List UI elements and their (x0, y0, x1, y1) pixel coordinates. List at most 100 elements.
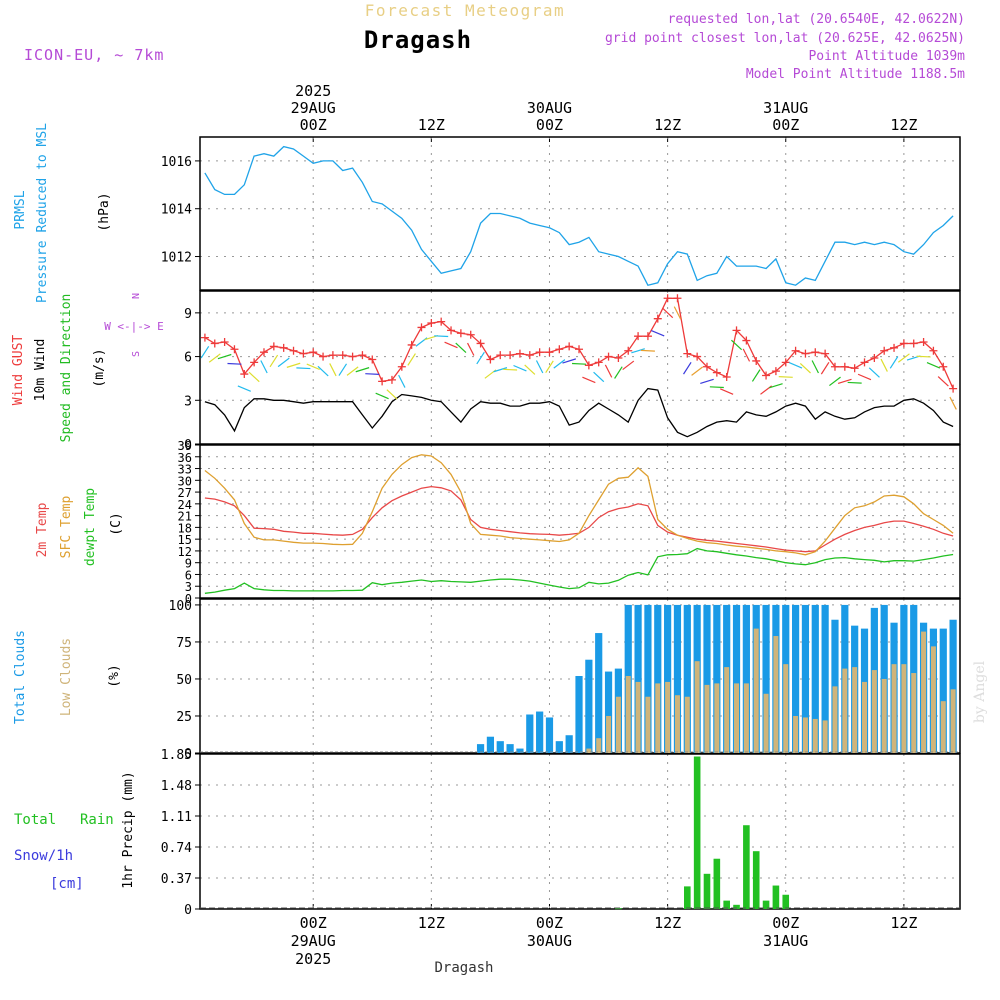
rain-bar (743, 825, 750, 909)
wind-arrow (916, 355, 931, 358)
wind-arrow (503, 368, 518, 371)
gust-marker (870, 354, 879, 363)
gust-marker (614, 354, 623, 363)
bottom-time-label: 30AUG (527, 932, 572, 950)
rain-bar (762, 900, 770, 909)
gust-marker (771, 367, 780, 376)
gust-marker (397, 362, 406, 371)
wind-arrow (286, 362, 301, 368)
low-cloud-bar (901, 664, 907, 753)
prmsl-desc-label: Pressure Reduced to MSL (35, 123, 50, 303)
gust-marker (466, 330, 475, 339)
clouds-ytick-label: 75 (176, 636, 192, 651)
gust-marker (762, 371, 771, 380)
wind-arrow (889, 356, 899, 369)
wind-ytick-label: 6 (184, 351, 192, 366)
low-cloud-bar (940, 701, 946, 753)
wind-arrow (434, 335, 449, 338)
low-cloud-bar (684, 696, 690, 753)
low-cloud-bar (862, 681, 868, 753)
low-cloud-bar (842, 668, 848, 753)
wind-arrow (375, 392, 389, 400)
wind-arrow (407, 353, 416, 366)
total-cloud-bar (821, 604, 829, 753)
2m-temp-line (204, 485, 954, 553)
dewpt-label: dewpt Temp (83, 488, 98, 566)
total-cloud-bar (476, 744, 485, 753)
total-cloud-bar (634, 604, 642, 753)
temperature-ytick-label: 3 (185, 580, 192, 594)
speed-dir-label: Speed and Direction (59, 294, 74, 443)
temperature-ytick-label: 21 (178, 510, 192, 524)
gust-marker (506, 351, 515, 360)
gust-marker (929, 346, 938, 355)
temperature-ytick-label: 30 (178, 474, 192, 488)
gust-marker (634, 332, 643, 341)
wind-arrow (277, 357, 290, 368)
bottom-time-label: 29AUG (291, 932, 336, 950)
gust-marker (939, 362, 948, 371)
wind-arrow (237, 385, 251, 392)
gust-marker (781, 358, 790, 367)
rain-label: Rain (80, 812, 114, 828)
location-title: Dragash (364, 26, 472, 54)
wind-arrow (837, 378, 852, 384)
gust-marker (752, 356, 761, 365)
percent-unit: (%) (107, 664, 122, 687)
gust-marker (230, 345, 239, 354)
low-cloud-bar (655, 683, 661, 753)
wind-arrow (811, 360, 819, 374)
temperature-ytick-label: 9 (185, 557, 192, 571)
top-time-label: 2025 (295, 82, 331, 100)
low-cloud-bar (674, 695, 680, 753)
top-time-label: 00Z (772, 116, 799, 134)
low-cloud-bar (743, 683, 749, 753)
gust-marker (496, 351, 505, 360)
gust-marker (200, 333, 209, 342)
precip-labels: Total Rain Snow/1h [cm] 1hr Precip (mm) (14, 771, 136, 892)
10m-wind-line (204, 387, 954, 438)
rain-bar (723, 900, 730, 909)
rain-bar (693, 756, 701, 909)
gust-marker (673, 294, 682, 303)
wind-arrow (317, 365, 329, 377)
gust-marker (259, 348, 268, 357)
bottom-time-label: 00Z (300, 914, 327, 932)
gust-marker (555, 345, 564, 354)
low-cloud-bar (615, 696, 621, 753)
gust-marker (663, 294, 672, 303)
gust-marker (643, 332, 652, 341)
requested-coords: requested lon,lat (20.6540E, 42.0622N) (668, 12, 965, 27)
rain-bar (733, 904, 740, 909)
wind-arrow (857, 373, 872, 381)
wind-arrow (730, 339, 743, 351)
low-cloud-bar (763, 693, 769, 753)
temperature-ytick-label: 0 (185, 592, 192, 606)
total-cloud-bar (811, 604, 819, 753)
wind-arrow (700, 378, 714, 384)
top-time-label: 12Z (890, 116, 917, 134)
wind-arrow (455, 342, 467, 354)
gust-marker (909, 339, 918, 348)
wind-arrow (208, 353, 221, 363)
gust-marker (378, 377, 387, 386)
low-cloud-bar (635, 681, 641, 753)
low-cloud-bar (773, 636, 779, 753)
total-cloud-bar (791, 604, 800, 753)
precip-ytick-label: 0 (184, 903, 192, 918)
low-cloud-bar (802, 717, 808, 753)
total-cloud-bar (555, 741, 563, 753)
dewpt-temp-line (204, 547, 954, 594)
low-cloud-bar (753, 628, 759, 753)
wind-arrow (949, 396, 957, 410)
top-time-label: 30AUG (527, 99, 572, 117)
wind-arrow (553, 359, 566, 369)
total-cloud-bar (506, 744, 514, 753)
hpa-unit: (hPa) (97, 192, 112, 231)
total-cloud-bar (536, 711, 544, 753)
clouds-panel: 0 25 50 75 100 (169, 598, 961, 762)
prmsl-line (204, 145, 954, 286)
low-cloud-bar (596, 738, 602, 753)
wind-arrow (829, 376, 841, 387)
